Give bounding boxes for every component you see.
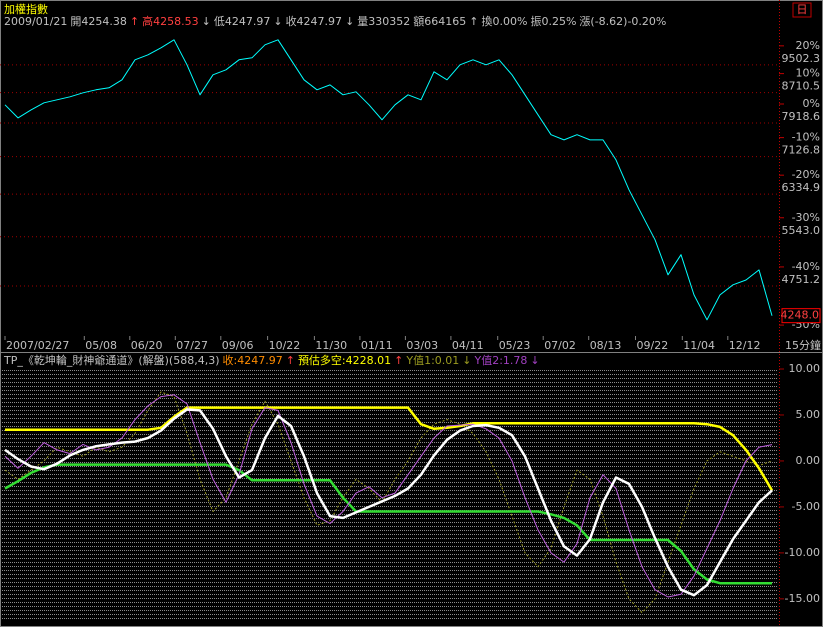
y-tick-label: 4751.2 bbox=[782, 273, 821, 286]
x-tick-label: 06/20 bbox=[131, 339, 163, 352]
info-item: 低4247.97 bbox=[213, 15, 271, 28]
x-tick-label: 09/22 bbox=[637, 339, 669, 352]
last-price-label: 4248.0 bbox=[781, 309, 820, 322]
period-button[interactable]: 日 bbox=[797, 3, 808, 16]
info-item: ↓ bbox=[201, 15, 211, 28]
x-tick-label: 09/06 bbox=[222, 339, 254, 352]
series-line bbox=[4, 39, 773, 321]
y-tick-label: 5543.0 bbox=[782, 224, 821, 237]
info-item: 收4247.97 bbox=[285, 15, 343, 28]
x-tick-label: 12/12 bbox=[729, 339, 761, 352]
info-item: 2009/01/21 bbox=[4, 15, 68, 28]
y-tick-label: 7126.8 bbox=[782, 144, 821, 157]
info-item: 開4254.38 bbox=[70, 15, 127, 28]
y-tick-label: -5.00 bbox=[792, 500, 820, 513]
y2-tick-label: -40% bbox=[792, 260, 820, 273]
y-tick-label: 9502.3 bbox=[782, 52, 821, 65]
series-line bbox=[4, 408, 773, 597]
y2-tick-label: 20% bbox=[796, 39, 820, 52]
info-item: ↑ bbox=[394, 354, 404, 367]
x-tick-label: 03/03 bbox=[406, 339, 438, 352]
last-price-box bbox=[781, 308, 821, 324]
info-item: TP_《乾坤輪_財神爺通道》(解盤)(588,4,3) bbox=[4, 354, 220, 367]
x-tick-label: 05/08 bbox=[85, 339, 117, 352]
x-tick-label: 10/22 bbox=[269, 339, 301, 352]
x-tick-label: 07/02 bbox=[544, 339, 576, 352]
x-tick-label: 07/27 bbox=[176, 339, 208, 352]
y-tick-label: 0.00 bbox=[796, 454, 821, 467]
x-tick-label: 11/04 bbox=[683, 339, 715, 352]
info-item: ↑ bbox=[469, 15, 479, 28]
y-tick-label: 10.00 bbox=[789, 362, 821, 375]
indicator-info: TP_《乾坤輪_財神爺通道》(解盤)(588,4,3) 收:4247.97 ↑ 預估多… bbox=[4, 354, 543, 367]
info-item: ↓ bbox=[462, 354, 472, 367]
quote-info: 2009/01/21 開4254.38 ↑ 高4258.53 ↓ 低4247.97 ↓ 收42… bbox=[4, 15, 669, 28]
info-item: 振0.25% bbox=[530, 15, 577, 28]
y2-tick-label: 10% bbox=[796, 67, 820, 80]
x-tick-label: 01/11 bbox=[361, 339, 393, 352]
info-item: 預估多空:4228.01 bbox=[297, 354, 392, 367]
y-tick-label: -15.00 bbox=[785, 592, 820, 605]
info-item: ↑ bbox=[285, 354, 295, 367]
info-item: ↑ bbox=[129, 15, 140, 28]
series-line bbox=[4, 391, 773, 614]
info-item: 換0.00% bbox=[481, 15, 528, 28]
y-tick-label: 5.00 bbox=[796, 408, 821, 421]
info-item: Y值1:0.01 bbox=[406, 354, 460, 367]
period-box[interactable] bbox=[792, 2, 812, 18]
info-item: ↓ bbox=[345, 15, 355, 28]
y-tick-label: 7918.6 bbox=[782, 110, 821, 123]
x-tick-label: 05/23 bbox=[499, 339, 531, 352]
y-tick-label: 6334.9 bbox=[782, 181, 821, 194]
y-tick-label: -10.00 bbox=[785, 546, 820, 559]
info-item: ↓ bbox=[273, 15, 283, 28]
interval-label: 15分鐘 bbox=[785, 338, 821, 352]
series-line bbox=[5, 406, 774, 492]
info-item: ↓ bbox=[530, 354, 540, 367]
x-tick-label: 08/13 bbox=[590, 339, 622, 352]
y2-tick-label: -10% bbox=[792, 131, 820, 144]
info-item: 額664165 bbox=[413, 15, 467, 28]
y2-tick-label: -20% bbox=[792, 168, 820, 181]
x-tick-label: 2007/02/27 bbox=[6, 339, 69, 352]
chart-title: 加權指數 bbox=[4, 3, 48, 16]
x-tick-label: 04/11 bbox=[452, 339, 484, 352]
y2-tick-label: 0% bbox=[803, 97, 820, 110]
y-tick-label: 8710.5 bbox=[782, 80, 821, 93]
info-item: 漲(-8.62)-0.20% bbox=[579, 15, 667, 28]
info-item: 收:4247.97 bbox=[222, 354, 283, 367]
x-tick-label: 11/30 bbox=[315, 339, 347, 352]
info-item: 量330352 bbox=[357, 15, 411, 28]
info-item: 高4258.53 bbox=[142, 15, 199, 28]
info-item: Y值2:1.78 bbox=[474, 354, 528, 367]
series-line bbox=[4, 394, 773, 598]
series-line bbox=[4, 463, 772, 585]
y2-tick-label: -30% bbox=[792, 211, 820, 224]
